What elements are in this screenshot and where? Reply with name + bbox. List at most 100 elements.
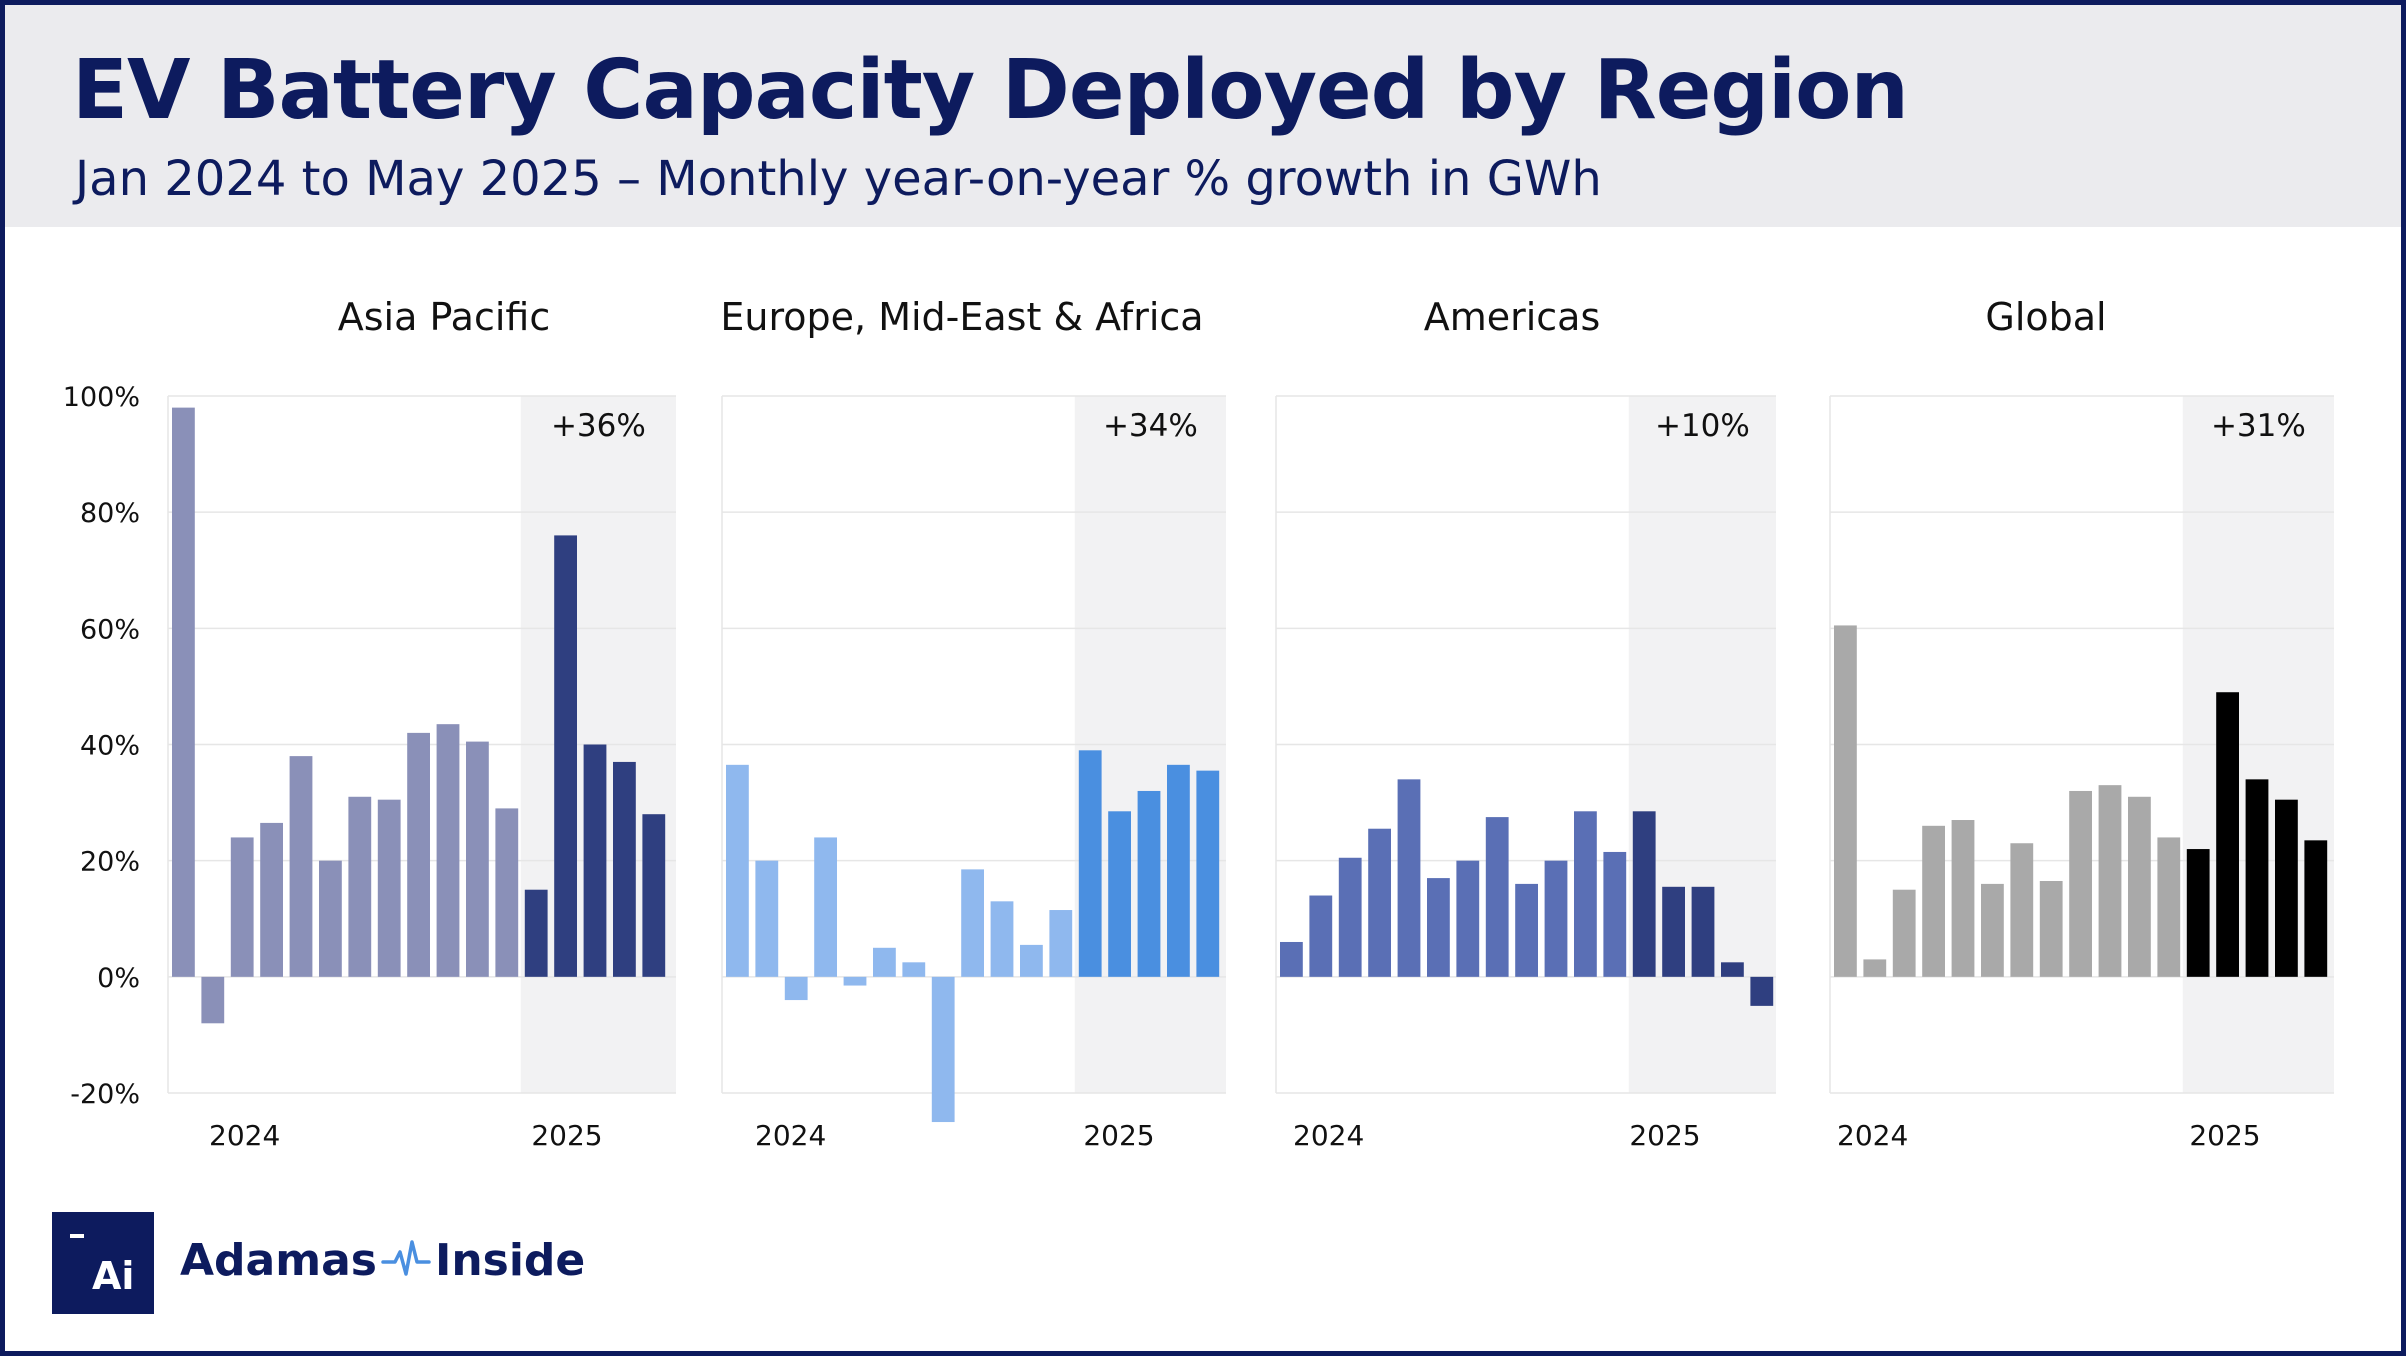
y-tick-label: 60%	[80, 614, 140, 645]
bar	[1574, 811, 1597, 977]
bar	[1167, 764, 1190, 977]
pulse-icon	[381, 1240, 431, 1276]
bar	[1662, 886, 1685, 977]
bar	[1863, 959, 1887, 977]
bar	[348, 796, 372, 977]
panel-title: Europe, Mid-East & Africa	[720, 295, 1203, 339]
growth-annotation: +10%	[1655, 408, 1750, 444]
y-tick-label: 80%	[80, 498, 140, 529]
bar	[1691, 886, 1715, 977]
bar	[1485, 817, 1509, 977]
bar	[2275, 799, 2298, 977]
y-tick-label: -20%	[70, 1079, 140, 1110]
bar	[902, 962, 926, 977]
bar	[1108, 811, 1131, 977]
y-tick-label: 20%	[80, 847, 140, 878]
bar	[642, 814, 666, 977]
x-tick-label-2024: 2024	[1293, 1119, 1364, 1152]
growth-annotation: +31%	[2211, 408, 2306, 444]
bar	[1196, 770, 1220, 977]
bar	[843, 976, 867, 986]
bar	[2186, 849, 2210, 977]
brand-name-right: Inside	[434, 1234, 586, 1286]
chart-subtitle: Jan 2024 to May 2025 – Monthly year-on-y…	[75, 151, 1602, 207]
bar	[814, 837, 837, 977]
bar	[1137, 790, 1161, 977]
y-tick-label: 100%	[63, 382, 140, 413]
bar	[2010, 843, 2034, 977]
logo-text: Ai	[92, 1254, 135, 1298]
bar	[873, 947, 896, 977]
bar	[319, 860, 342, 977]
bar	[1632, 811, 1656, 977]
growth-annotation: +36%	[551, 408, 646, 444]
bar	[495, 808, 519, 977]
bar	[990, 901, 1014, 977]
bar	[1049, 910, 1073, 977]
bar	[1368, 828, 1391, 977]
bar	[1427, 878, 1450, 977]
bar	[755, 860, 779, 977]
bar	[2304, 840, 2328, 977]
bar	[524, 889, 548, 977]
bar	[466, 741, 489, 977]
brand-name: Adamas Inside	[180, 1232, 585, 1288]
growth-annotation: +34%	[1103, 408, 1198, 444]
bar	[613, 761, 636, 977]
bar	[407, 732, 430, 977]
y-tick-label: 0%	[97, 963, 140, 994]
bar	[1603, 851, 1627, 977]
bar	[2157, 837, 2181, 977]
bar	[201, 976, 225, 1024]
panel-title: Asia Pacific	[338, 295, 551, 339]
bar	[1020, 944, 1043, 977]
bar	[2216, 692, 2239, 977]
x-tick-label-2025: 2025	[1629, 1119, 1700, 1152]
bar	[2069, 790, 2092, 977]
panel-title: Global	[1985, 295, 2106, 339]
bar	[1981, 883, 2004, 977]
bar	[436, 724, 460, 977]
x-tick-label-2025: 2025	[1083, 1119, 1154, 1152]
x-tick-label-2024: 2024	[1837, 1119, 1908, 1152]
bar	[1397, 779, 1421, 977]
bar	[1309, 895, 1333, 977]
chart-title: EV Battery Capacity Deployed by Region	[72, 43, 1909, 138]
bar	[1721, 962, 1744, 977]
bar	[726, 764, 749, 977]
bar	[784, 976, 808, 1001]
bar	[2245, 779, 2269, 977]
bar	[1280, 941, 1303, 977]
logo-dash	[70, 1234, 84, 1238]
bar	[1078, 750, 1102, 977]
bar	[1951, 820, 1975, 977]
bar	[931, 976, 955, 1123]
brand-name-left: Adamas	[180, 1234, 377, 1286]
bar	[1456, 860, 1480, 977]
header: EV Battery Capacity Deployed by Region J…	[5, 5, 2401, 227]
bar	[554, 535, 577, 977]
y-tick-label: 40%	[80, 731, 140, 762]
bar	[583, 744, 607, 977]
bar	[230, 837, 254, 977]
panel-title: Americas	[1424, 295, 1601, 339]
bar	[2128, 796, 2151, 977]
x-tick-label-2025: 2025	[531, 1119, 602, 1152]
bar	[2098, 785, 2122, 977]
logo-icon: Ai	[52, 1212, 154, 1314]
bar	[1892, 889, 1916, 977]
bar	[1515, 883, 1538, 977]
bar	[2039, 880, 2063, 977]
x-tick-label-2024: 2024	[209, 1119, 280, 1152]
bar	[1922, 825, 1945, 977]
bar	[1834, 625, 1857, 977]
bar	[377, 799, 401, 977]
bar	[1544, 860, 1568, 977]
x-tick-label-2024: 2024	[755, 1119, 826, 1152]
bar	[289, 756, 313, 977]
bar	[260, 822, 283, 977]
bar	[1750, 976, 1774, 1006]
bar	[172, 407, 195, 977]
